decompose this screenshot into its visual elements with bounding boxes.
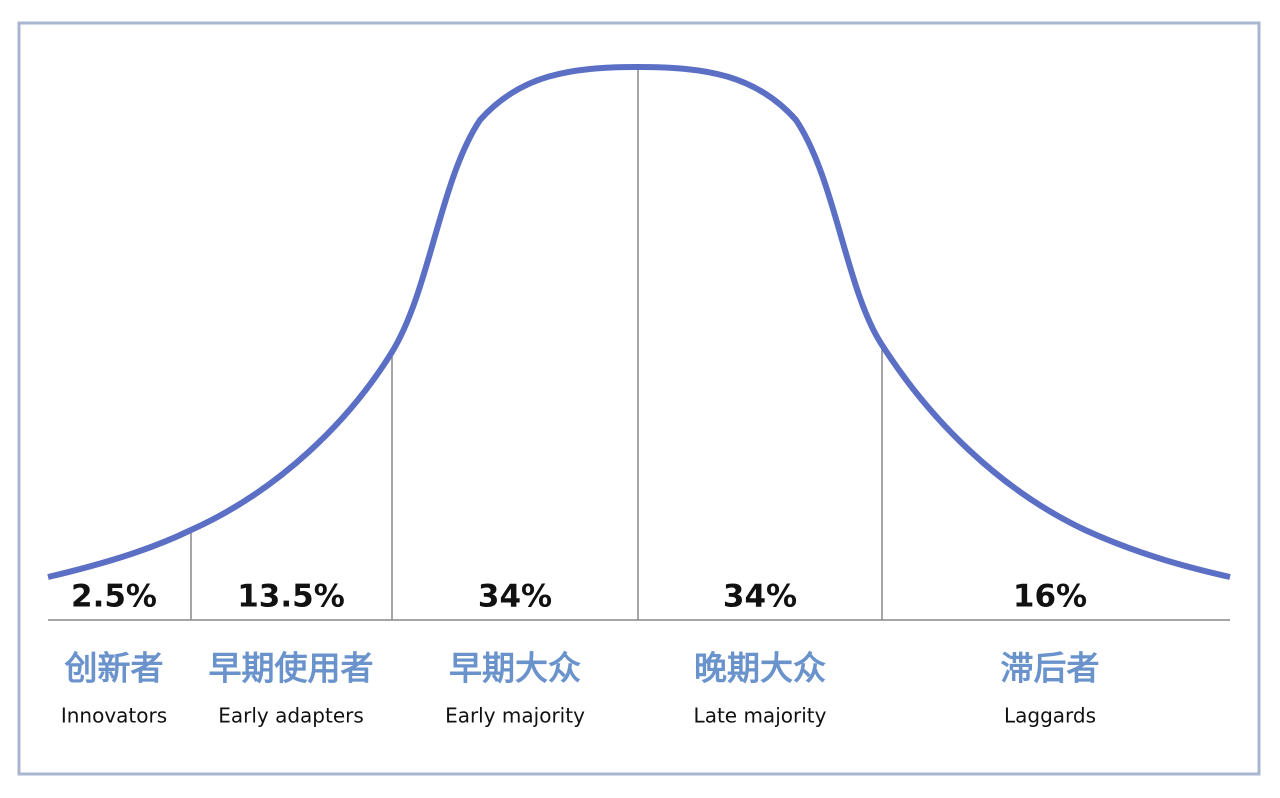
segment-label-zh: 早期使用者: [209, 649, 374, 688]
segment-label-en: Early adapters: [218, 704, 364, 728]
segment-share: 13.5%: [237, 579, 345, 615]
segment-share: 2.5%: [71, 579, 157, 615]
segment-label-en: Innovators: [61, 704, 167, 728]
segment-label-zh: 早期大众: [449, 649, 581, 688]
frame: [17, 21, 1261, 776]
segment-share: 16%: [1013, 579, 1087, 615]
segment-labels: 2.5% 创新者 Innovators 13.5% 早期使用者 Early adapter…: [61, 579, 1100, 728]
segment-label-en: Late majority: [694, 704, 827, 728]
segment-label-en: Early majority: [445, 704, 585, 728]
segment-share: 34%: [478, 579, 552, 615]
segment-share: 34%: [723, 579, 797, 615]
segment-label-zh: 滞后者: [1001, 649, 1100, 688]
segment-label-zh: 创新者: [64, 649, 164, 688]
segment-label-en: Laggards: [1004, 704, 1096, 728]
segment-label-zh: 晚期大众: [694, 649, 826, 688]
bell-curve: [47, 63, 1231, 580]
